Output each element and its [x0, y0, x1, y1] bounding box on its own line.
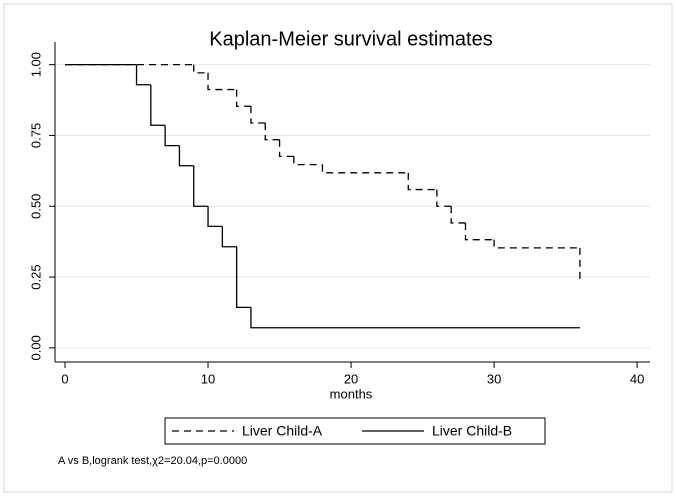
- survival-step: [321, 164, 409, 174]
- survival-step: [193, 165, 209, 207]
- x-tick-label: 10: [201, 371, 215, 386]
- survival-step: [235, 246, 251, 308]
- survival-step: [278, 139, 294, 158]
- survival-step: [178, 145, 194, 167]
- survival-step: [436, 189, 452, 207]
- survival-step: [193, 64, 209, 74]
- x-tick-label: 30: [487, 371, 501, 386]
- survival-step: [221, 226, 237, 248]
- y-tick-label: 0.50: [28, 194, 43, 219]
- survival-step: [135, 64, 151, 86]
- chart-title: Kaplan-Meier survival estimates: [209, 28, 492, 50]
- legend-box: [164, 417, 546, 445]
- note: A vs B,logrank test,χ2=20.04,p=0.0000: [58, 455, 247, 467]
- legend-label: Liver Child-B: [432, 423, 512, 439]
- survival-step: [293, 156, 323, 166]
- survival-step: [207, 72, 237, 91]
- y-tick-label: 0.75: [28, 123, 43, 148]
- x-axis-label: months: [330, 386, 373, 401]
- survival-step: [150, 84, 166, 126]
- survival-step: [250, 106, 266, 124]
- survival-step: [235, 89, 251, 107]
- x-tick-label: 20: [344, 371, 358, 386]
- survival-step: [250, 307, 580, 329]
- survival-step: [264, 122, 280, 141]
- survival-step: [464, 222, 495, 241]
- survival-step: [164, 125, 180, 147]
- y-tick-label: 0.00: [28, 335, 43, 360]
- survival-step: [207, 206, 223, 228]
- x-tick-label: 40: [630, 371, 644, 386]
- survival-step: [450, 206, 466, 224]
- y-tick-label: 1.00: [28, 52, 43, 77]
- y-tick-label: 0.25: [28, 264, 43, 289]
- survival-step: [407, 172, 437, 191]
- survival-step: [493, 239, 580, 249]
- x-tick-label: 0: [61, 371, 68, 386]
- legend-label: Liver Child-A: [242, 423, 323, 439]
